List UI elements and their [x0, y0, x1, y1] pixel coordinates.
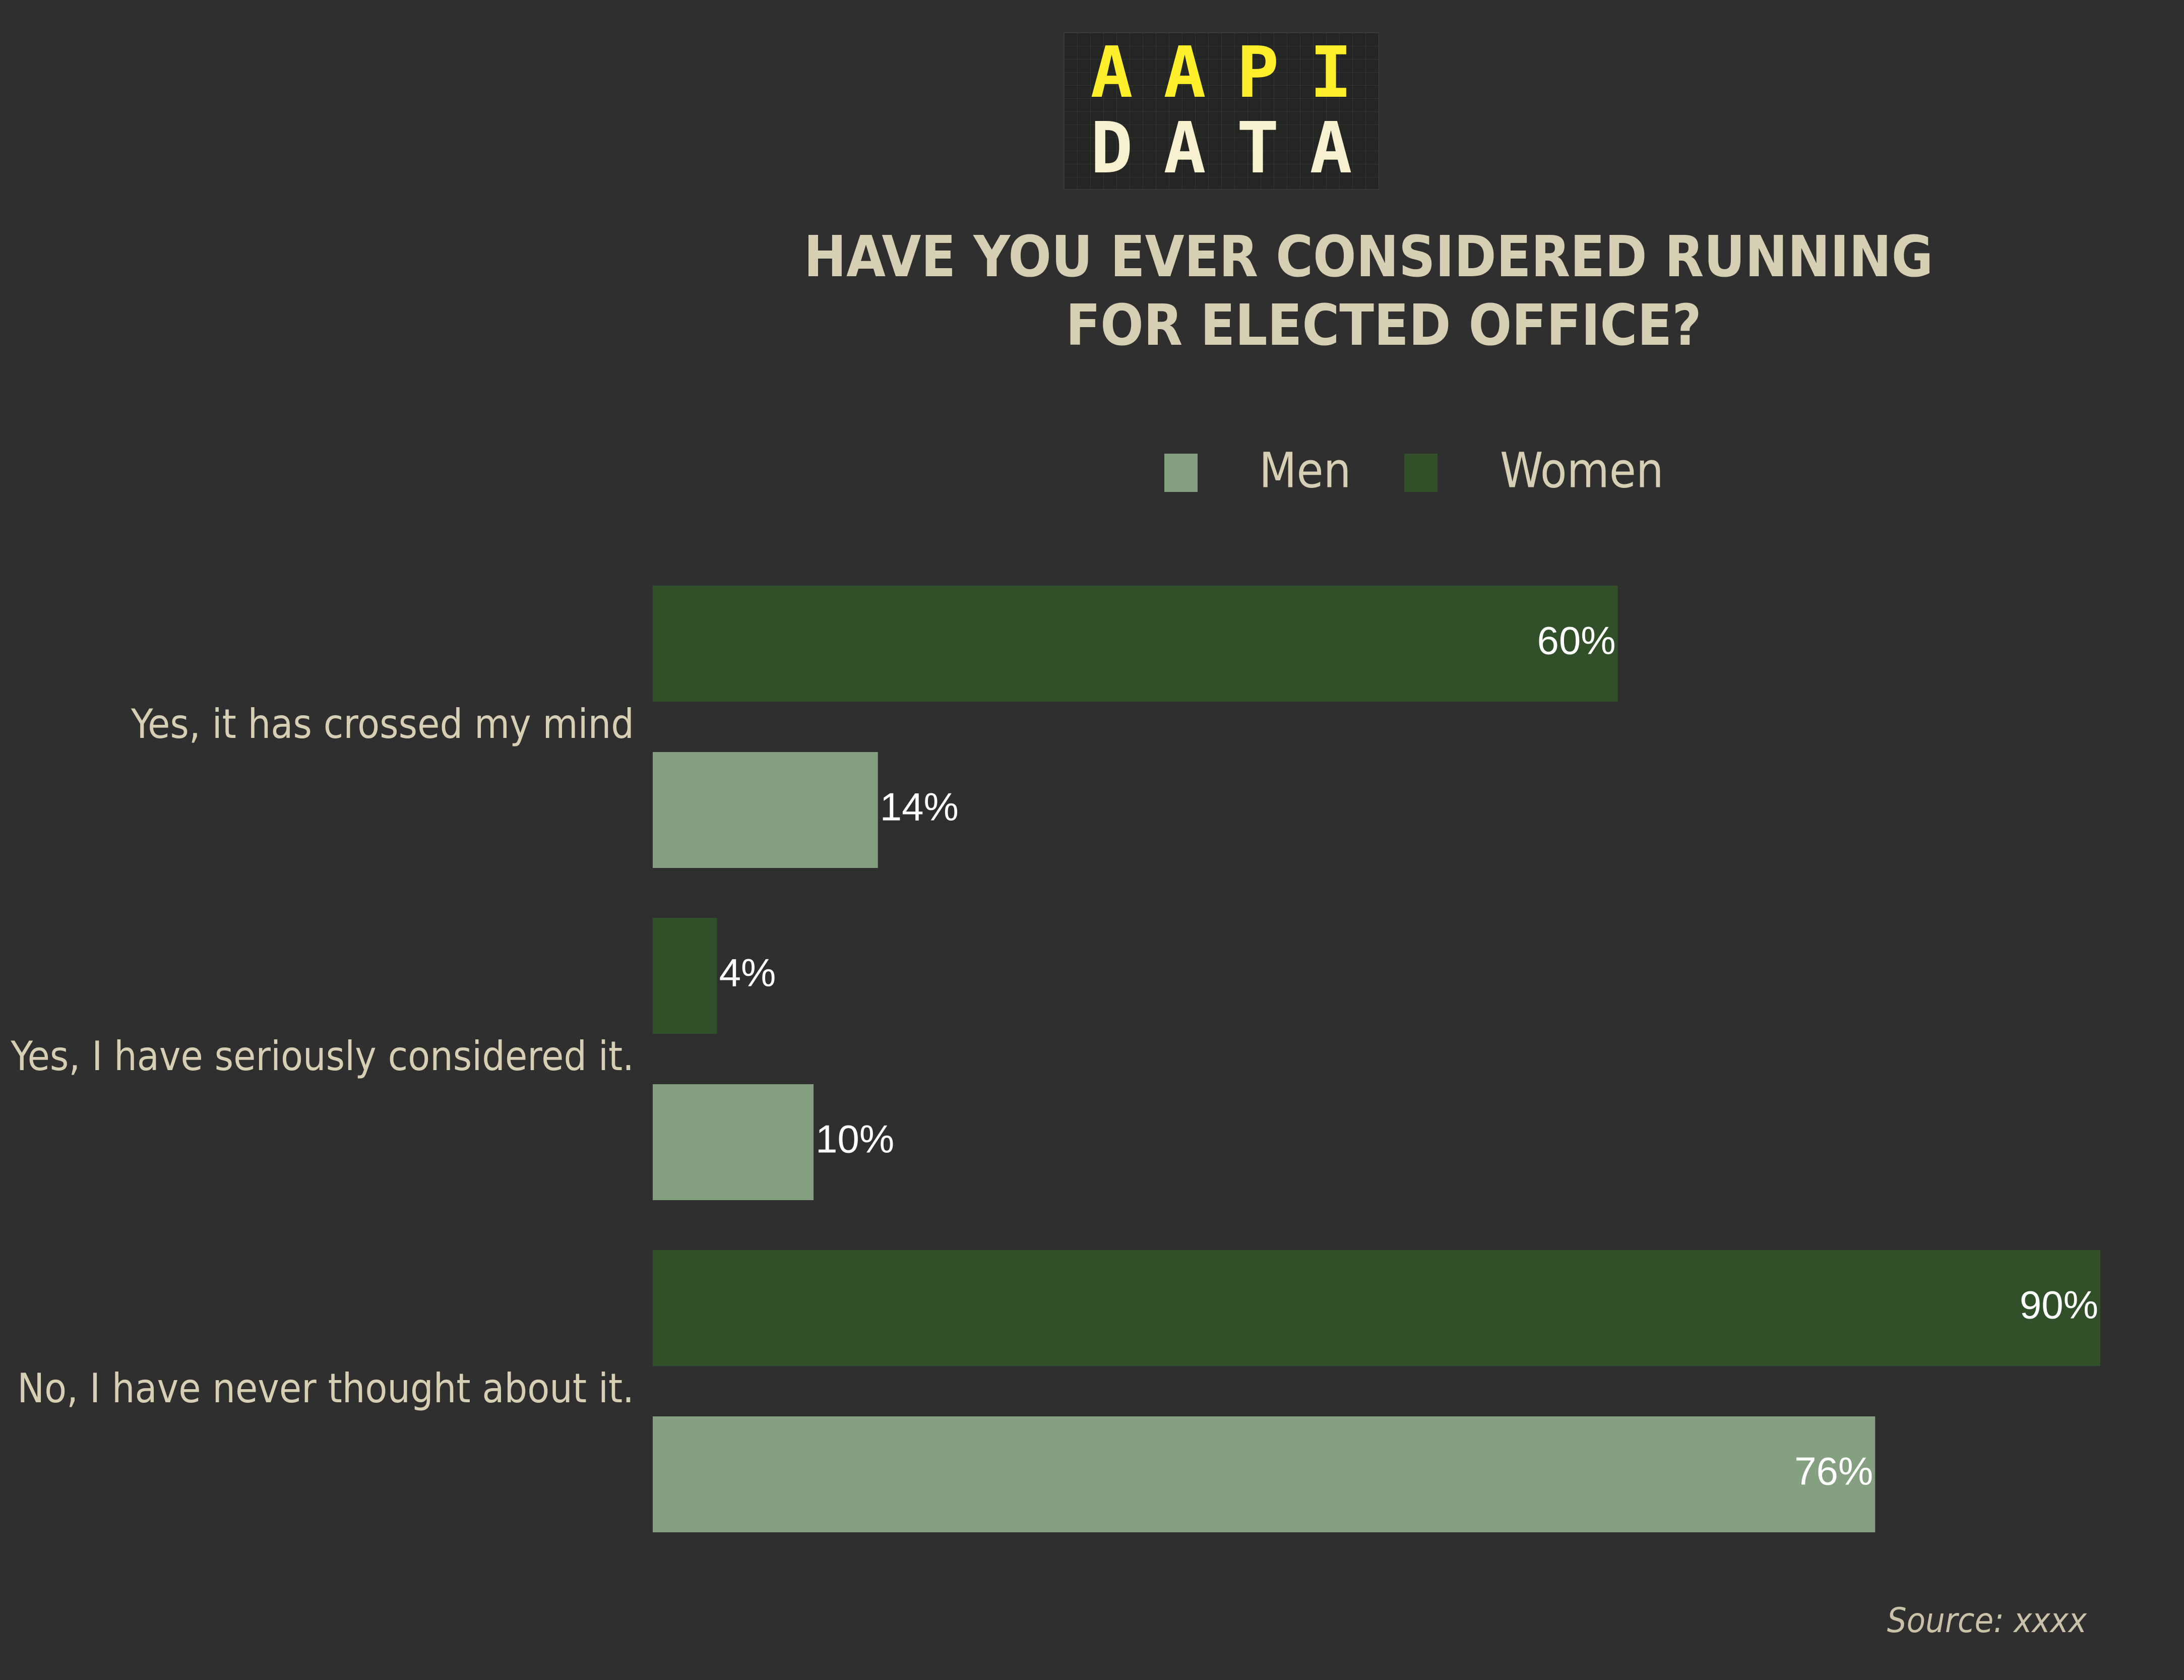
logo-letter: T [1236, 107, 1279, 190]
legend-swatch-women [1404, 454, 1438, 492]
legend-label-women: Women [1500, 442, 1664, 499]
logo-letter: A [1163, 107, 1206, 190]
bar-women [653, 1250, 2100, 1366]
legend-swatch-men [1164, 454, 1198, 492]
logo-line-2: D A T A [1064, 113, 1379, 184]
logo-letter: A [1090, 32, 1133, 114]
bars-group: Yes, it has crossed my mind 60% 14% Yes, I … [10, 586, 2100, 1532]
source-note: Source: xxxx [1887, 1601, 2087, 1641]
bar-women [653, 586, 1618, 702]
logo-letter: D [1090, 107, 1133, 190]
logo-letter: I [1309, 32, 1352, 114]
logo-letter: P [1236, 32, 1279, 114]
bar-value-label: 76% [1794, 1449, 1873, 1494]
legend-label-men: Men [1259, 442, 1351, 499]
legend: Men Women [1164, 442, 1664, 499]
aapi-data-logo: A A P I D A T A [1064, 32, 1379, 190]
chart-title-line-1: HAVE YOU EVER CONSIDERED RUNNING [804, 224, 1933, 290]
logo-line-1: A A P I [1064, 38, 1379, 108]
logo-letter: A [1163, 32, 1206, 114]
bar-women [653, 918, 717, 1034]
category-label: Yes, it has crossed my mind [131, 701, 634, 748]
bar-men [653, 1084, 814, 1200]
bar-value-label: 10% [816, 1117, 894, 1161]
category-label: No, I have never thought about it. [17, 1365, 634, 1412]
bar-men [653, 1416, 1876, 1532]
chart-title-line-2: FOR ELECTED OFFICE? [1066, 293, 1701, 358]
logo-letter: A [1309, 107, 1352, 190]
bar-value-label: 90% [2020, 1283, 2098, 1327]
bar-value-label: 14% [880, 785, 959, 829]
category-label: Yes, I have seriously considered it. [10, 1033, 634, 1080]
bar-value-label: 4% [719, 951, 776, 995]
bar-men [653, 752, 878, 868]
bar-value-label: 60% [1537, 618, 1616, 663]
